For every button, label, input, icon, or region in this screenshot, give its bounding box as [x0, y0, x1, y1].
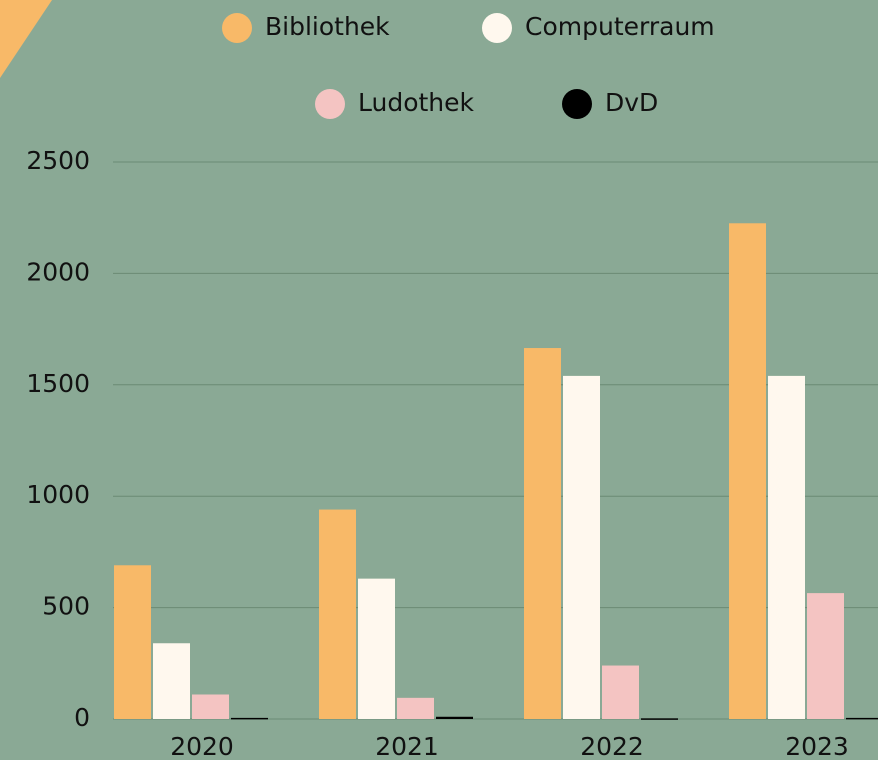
bar [641, 718, 678, 720]
bar [563, 375, 600, 719]
x-tick-label: 2023 [785, 732, 849, 760]
legend-swatch [482, 13, 512, 43]
bar [729, 223, 766, 719]
bar [358, 578, 395, 719]
corner-decoration [0, 0, 52, 78]
y-tick-label: 2500 [26, 146, 90, 175]
legend-swatch [562, 89, 592, 119]
bar [807, 593, 844, 719]
bar [114, 565, 151, 719]
bar [524, 348, 561, 719]
bar [397, 697, 434, 719]
bar [846, 717, 878, 720]
y-tick-label: 1000 [26, 480, 90, 509]
x-tick-label: 2021 [375, 732, 439, 760]
x-tick-label: 2020 [170, 732, 234, 760]
legend-label: Computerraum [525, 12, 715, 41]
bar [436, 716, 473, 719]
legend-swatch [222, 13, 252, 43]
x-tick-label: 2022 [580, 732, 644, 760]
bar [192, 694, 229, 719]
bar [768, 375, 805, 719]
legend-label: DvD [605, 88, 658, 117]
legend-label: Ludothek [358, 88, 475, 117]
y-tick-label: 0 [74, 703, 90, 732]
bar [602, 665, 639, 719]
bar [153, 643, 190, 719]
y-tick-label: 500 [42, 592, 90, 621]
legend-label: Bibliothek [265, 12, 390, 41]
y-tick-label: 2000 [26, 257, 90, 286]
legend-swatch [315, 89, 345, 119]
y-tick-label: 1500 [26, 369, 90, 398]
bar [319, 509, 356, 719]
bar [231, 717, 268, 720]
